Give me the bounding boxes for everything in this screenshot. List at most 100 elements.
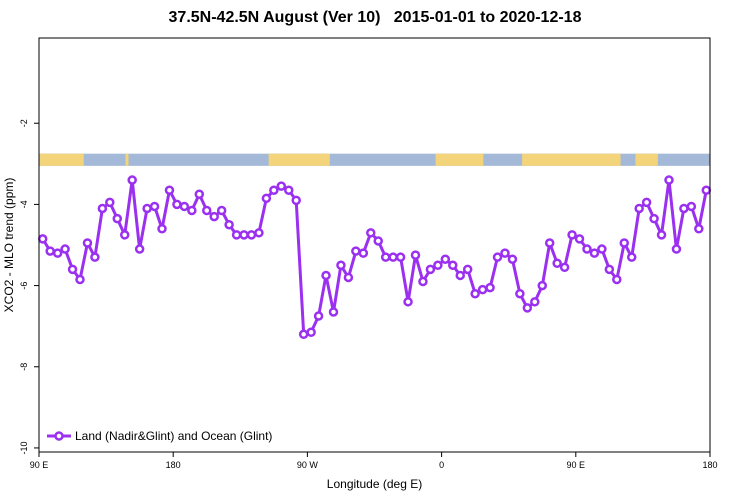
data-point: [202, 205, 212, 216]
data-point: [671, 244, 682, 254]
data-point: [619, 238, 630, 248]
data-point: [567, 230, 577, 240]
legend-marker-0: [54, 431, 64, 441]
data-point: [477, 284, 488, 295]
data-point: [455, 270, 465, 281]
data-point: [343, 272, 354, 283]
data-point: [328, 307, 339, 317]
map-land-span-3: [435, 153, 484, 166]
legend: Land (Nadir&Glint) and Ocean (Glint): [47, 429, 272, 443]
x-tick-label: 180: [166, 460, 181, 470]
data-point: [276, 181, 287, 191]
data-point: [306, 327, 316, 338]
data-point: [366, 228, 376, 238]
x-axis-label: Longitude (deg E): [327, 477, 422, 491]
data-point: [172, 199, 182, 210]
data-point: [231, 230, 242, 240]
data-point: [574, 234, 585, 244]
series-layer: [37, 175, 712, 340]
axes-layer: 90 E 180 90 W 0 90 E 180 -2 -4 -6 -8 -10: [19, 119, 718, 470]
data-point: [127, 175, 137, 185]
data-point: [261, 193, 272, 204]
data-point: [515, 288, 525, 299]
data-point: [313, 311, 324, 321]
data-point: [82, 238, 93, 248]
y-tick-label: -10: [19, 441, 29, 454]
data-point: [157, 224, 167, 234]
data-point: [216, 205, 227, 216]
data-point: [448, 260, 458, 271]
data-point: [612, 274, 622, 285]
data-point: [537, 280, 547, 291]
map-land-span-1: [125, 153, 129, 166]
data-point: [641, 197, 652, 208]
data-point: [507, 254, 518, 264]
data-point: [604, 264, 615, 275]
y-tick-label: -2: [19, 119, 29, 127]
y-tick-label: -6: [19, 282, 29, 290]
data-point: [552, 258, 562, 269]
data-point: [224, 219, 234, 230]
data-point: [559, 262, 570, 273]
data-point: [187, 205, 197, 216]
data-point: [589, 248, 600, 258]
x-tick-label: 0: [439, 460, 444, 470]
data-point: [403, 297, 413, 307]
x-tick-label: 180: [702, 460, 717, 470]
data-point: [634, 203, 644, 214]
data-point: [142, 203, 152, 214]
map-land-span-2: [268, 153, 330, 166]
data-point: [582, 244, 592, 254]
legend-label-0: Land (Nadir&Glint) and Ocean (Glint): [75, 429, 272, 443]
data-point: [164, 185, 175, 195]
data-point: [45, 246, 55, 256]
data-point: [395, 252, 406, 262]
data-point: [694, 224, 704, 234]
data-point: [597, 244, 607, 254]
data-point: [530, 297, 540, 307]
data-point: [485, 282, 495, 293]
data-point: [254, 228, 264, 238]
data-point: [67, 264, 78, 275]
chart-title: 37.5N-42.5N August (Ver 10) 2015-01-01 t…: [168, 9, 582, 26]
plot-frame: [38, 37, 711, 453]
data-point: [500, 248, 510, 258]
y-tick-label: -4: [19, 200, 29, 208]
map-strip: [39, 153, 710, 166]
data-point: [388, 252, 398, 262]
data-point: [134, 244, 145, 254]
data-point: [425, 264, 436, 275]
data-point: [75, 274, 85, 285]
data-point: [298, 329, 309, 340]
x-tick-label: 90 E: [567, 460, 586, 470]
map-land-span-4: [522, 153, 621, 166]
data-point: [52, 248, 63, 258]
map-land-span-0: [39, 153, 84, 166]
data-point: [246, 230, 257, 240]
y-tick-label: -8: [19, 363, 29, 371]
data-point: [440, 254, 451, 264]
data-point: [373, 236, 383, 246]
data-point: [284, 185, 294, 195]
data-point: [336, 260, 346, 271]
data-point: [626, 252, 637, 262]
data-point: [105, 197, 115, 208]
data-point: [701, 185, 712, 195]
data-point: [686, 201, 697, 212]
data-point: [194, 189, 205, 200]
data-point: [291, 195, 301, 206]
x-tick-label: 90 E: [30, 460, 49, 470]
data-point: [649, 213, 659, 224]
data-point: [179, 201, 190, 212]
x-tick-label: 90 W: [297, 460, 319, 470]
data-point: [492, 252, 503, 262]
data-point: [470, 288, 480, 299]
data-point: [37, 234, 48, 244]
data-point: [60, 244, 70, 254]
series-line-0: [41, 178, 708, 336]
data-point: [149, 201, 160, 212]
data-point: [112, 213, 123, 224]
data-point: [656, 230, 667, 240]
data-point: [90, 252, 100, 262]
